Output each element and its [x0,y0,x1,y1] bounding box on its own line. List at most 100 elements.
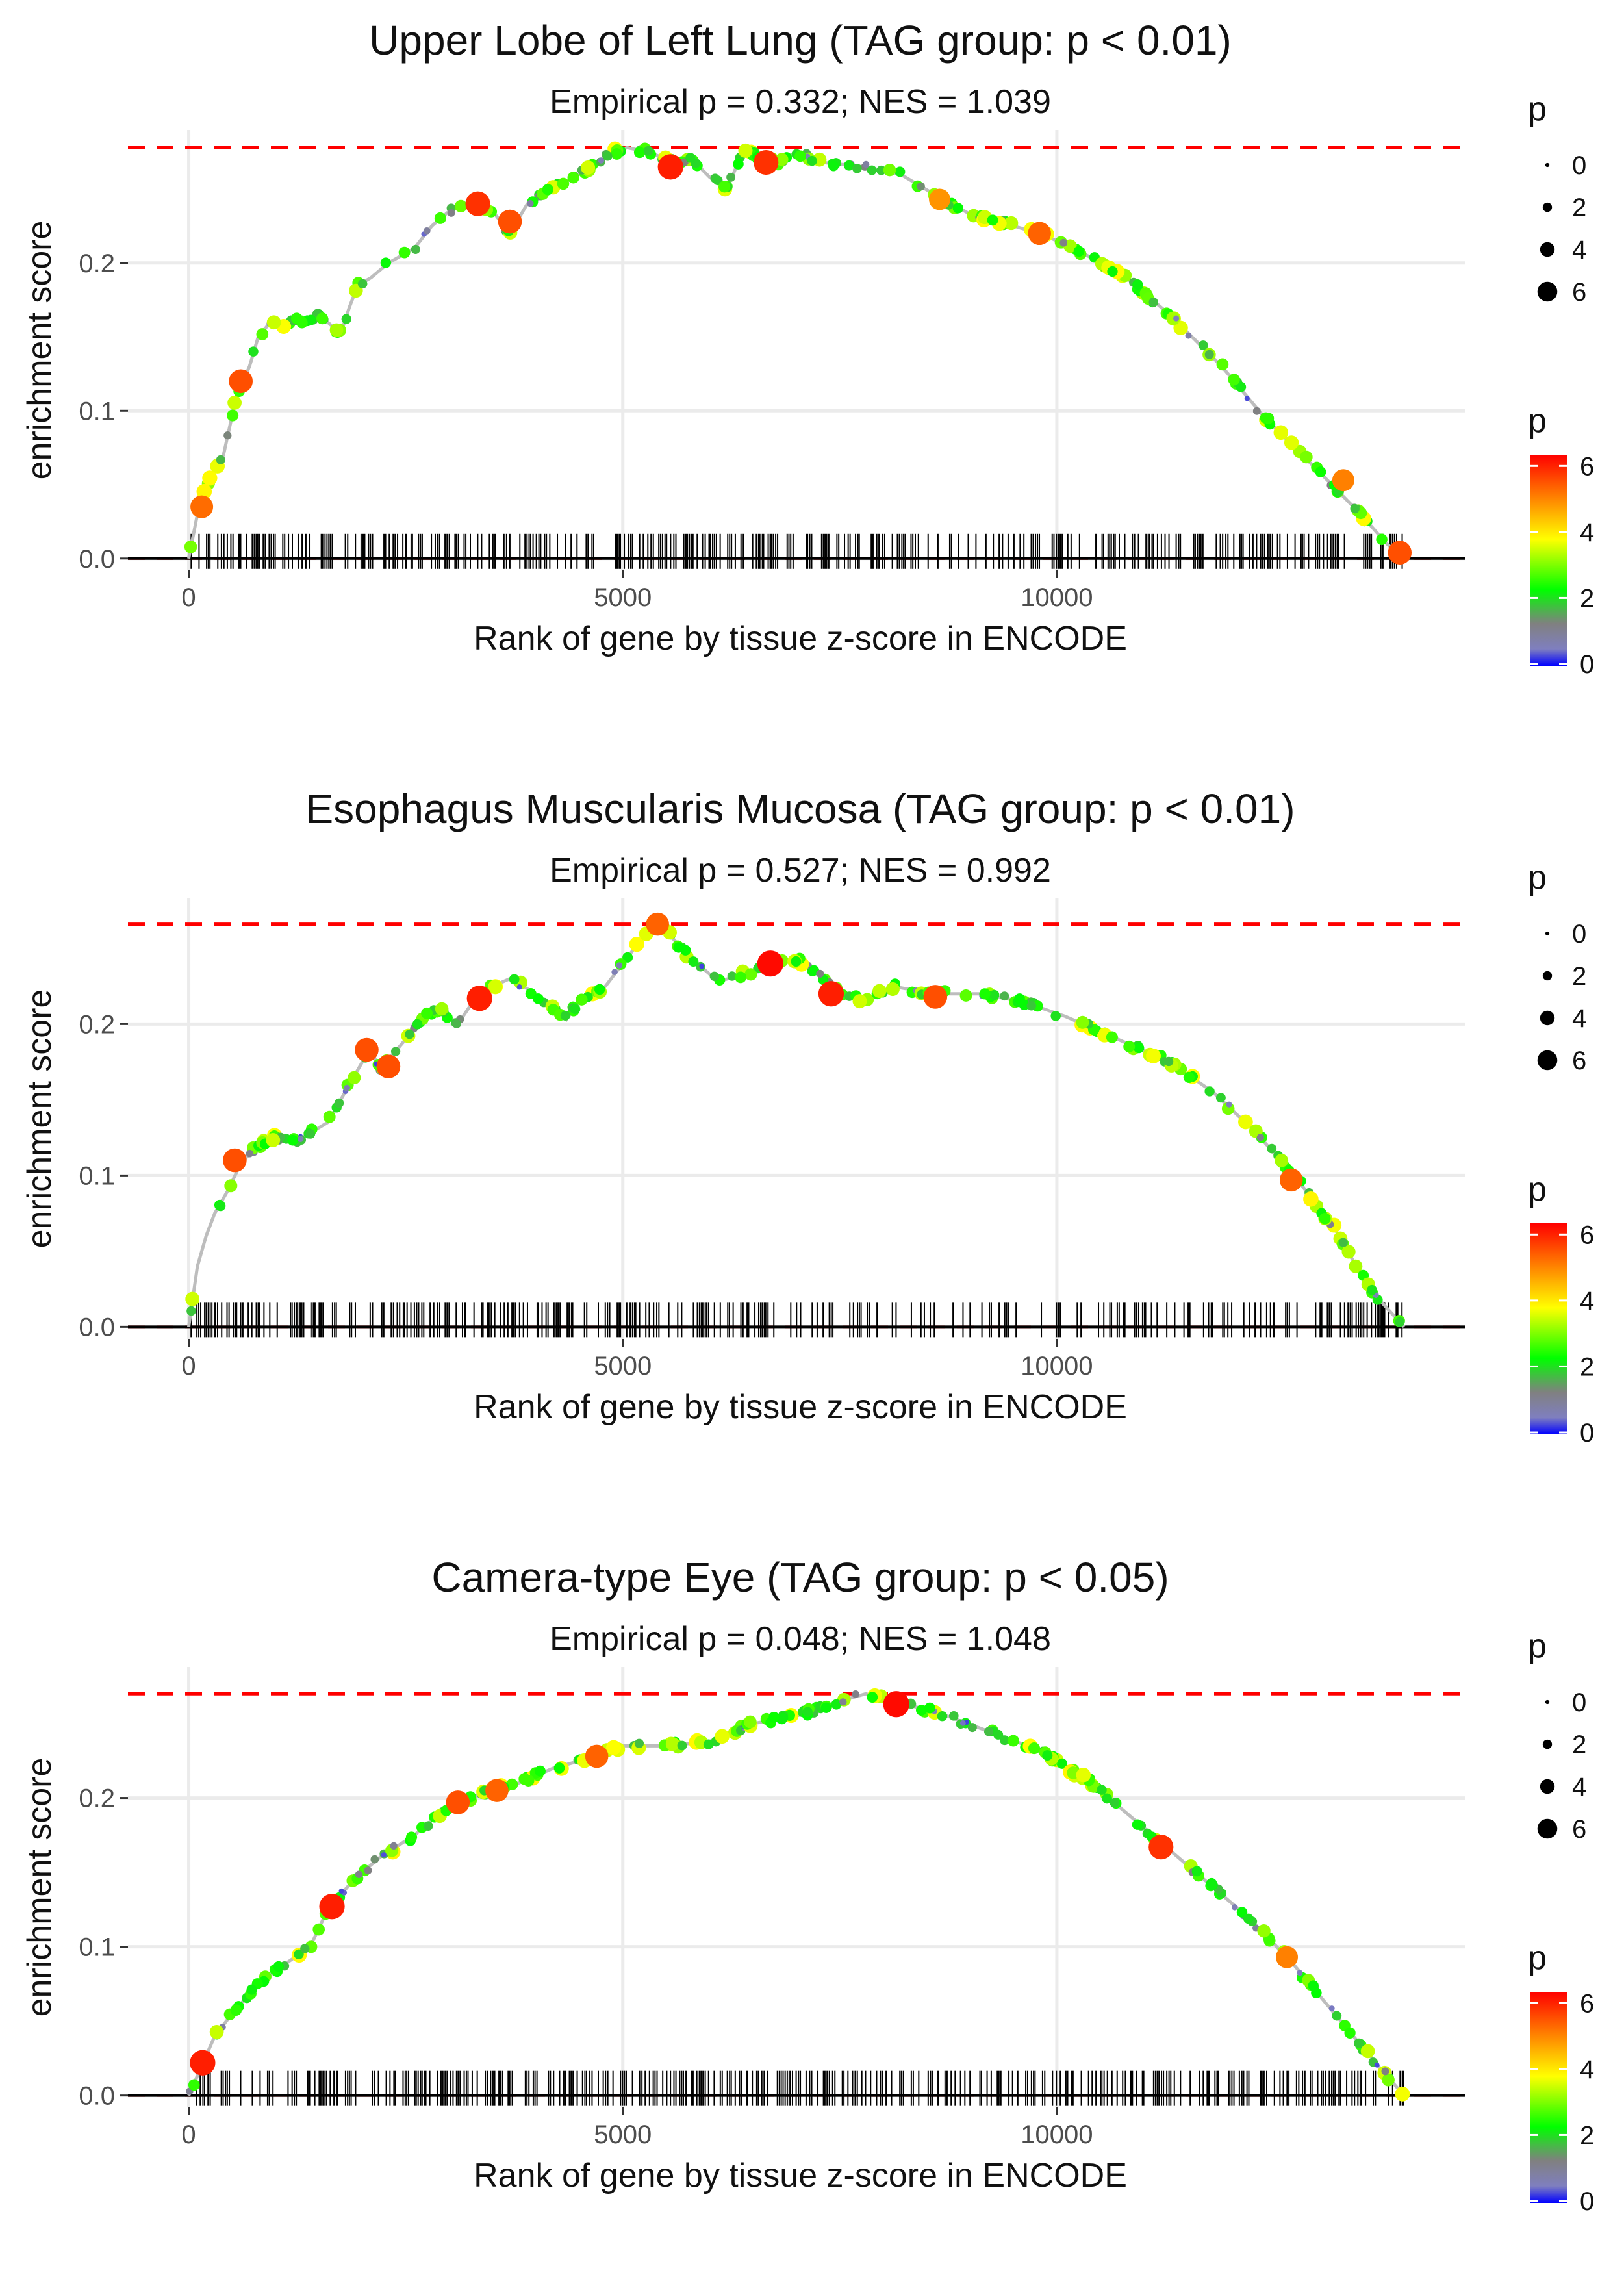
gene-point [775,153,789,166]
gene-point [576,993,588,1006]
gene-point [506,1778,518,1791]
gene-point [316,312,329,325]
gene-point [852,163,862,173]
gene-point [1073,246,1085,257]
gene-point [1267,1143,1277,1154]
gene-point [949,1711,959,1721]
size-legend-title: p [1528,859,1547,897]
gene-point [699,963,705,969]
gene-point [1076,1768,1091,1783]
gene-point [273,1961,285,1972]
color-legend-label: 0 [1580,1419,1594,1447]
y-tick-label: 0.0 [79,1313,115,1342]
gene-point [1344,2027,1356,2039]
size-legend-label: 6 [1572,1815,1586,1844]
y-axis-title: enrichment score [21,1758,58,2017]
color-legend-label: 2 [1580,1353,1594,1381]
gene-point [405,1831,418,1843]
gene-point [1050,1011,1061,1021]
gene-point [688,956,699,967]
gene-point [1244,396,1250,401]
y-tick-label: 0.0 [79,545,115,574]
y-tick-label: 0.2 [79,1010,115,1039]
gene-point [1360,2044,1375,2059]
panel-subtitle: Empirical p = 0.332; NES = 1.039 [550,83,1051,121]
gene-point [802,1707,813,1717]
size-legend-title: p [1528,1627,1547,1665]
size-legend-dot [1540,242,1555,257]
x-tick-label: 10000 [1021,2120,1093,2149]
panel-title: Upper Lobe of Left Lung (TAG group: p < … [369,17,1232,64]
gene-point [1262,413,1275,424]
gene-point [357,279,368,289]
size-legend-dot [1542,1739,1553,1749]
gene-point-highlight [929,188,950,210]
gene-point [1228,374,1240,386]
gene-point [1216,358,1229,371]
gene-point [733,159,744,170]
color-legend-bar [1530,1223,1567,1434]
gene-point [807,155,817,166]
gene-point [1042,1750,1053,1761]
gene-point [1354,2038,1364,2048]
gene-point [1110,1798,1120,1808]
gene-point [570,1004,581,1015]
gene-point [924,1702,935,1714]
panel-1: Upper Lobe of Left Lung (TAG group: p < … [21,17,1594,679]
gene-point-highlight [485,1779,509,1802]
size-legend-dot [1545,1699,1550,1705]
gene-point-highlight [923,985,948,1009]
gene-point [355,1870,363,1878]
color-legend-title: p [1528,1171,1547,1208]
gene-point [227,395,242,410]
gene-point [844,160,854,171]
gene-point-highlight [1388,541,1412,565]
x-tick-label: 0 [181,2120,196,2149]
gene-point-highlight [223,1148,247,1173]
gene-point [224,1179,238,1193]
gene-point-highlight [657,154,683,180]
gene-point [533,993,544,1004]
gene-point [553,1762,565,1774]
gene-point [452,1019,461,1028]
gene-hit-marks [190,1302,1403,1338]
gene-point [294,1949,304,1959]
gene-point [1236,1907,1248,1918]
running-es-line [187,922,1406,1329]
gene-point [535,1765,546,1777]
gene-point [709,971,719,981]
gene-point [735,971,747,984]
gene-point [665,1736,679,1751]
gene-point [1191,1866,1202,1877]
gene-point [305,314,316,325]
gene-point [216,455,225,464]
gene-point [209,2024,224,2039]
y-axis-title: enrichment score [21,221,58,480]
gene-point [185,1291,200,1306]
gene-point [1215,1093,1226,1103]
gene-point [611,969,618,975]
gene-point [188,2079,200,2091]
gene-points [186,1688,1410,2102]
gene-point-highlight [1148,1835,1174,1860]
gene-point [885,982,900,997]
gene-point [1315,466,1326,477]
gene-point [883,163,896,177]
gene-point [1341,1245,1356,1259]
gene-point [1374,2062,1380,2068]
x-tick-label: 10000 [1021,583,1093,612]
gene-point [820,1702,832,1713]
x-tick-label: 5000 [594,2120,652,2149]
gene-point [876,165,886,175]
gene-point [300,1944,310,1953]
gene-point [1284,435,1299,450]
size-legend-dot [1542,202,1553,212]
gene-point-highlight [190,2050,216,2076]
size-legend-dot [1537,1050,1558,1071]
gene-point [518,1773,531,1785]
size-legend-label: 2 [1572,962,1586,991]
grid [128,130,1465,570]
gene-point-highlight [1276,1946,1299,1968]
gene-points [184,141,1412,565]
panel-subtitle: Empirical p = 0.048; NES = 1.048 [550,1620,1051,1658]
